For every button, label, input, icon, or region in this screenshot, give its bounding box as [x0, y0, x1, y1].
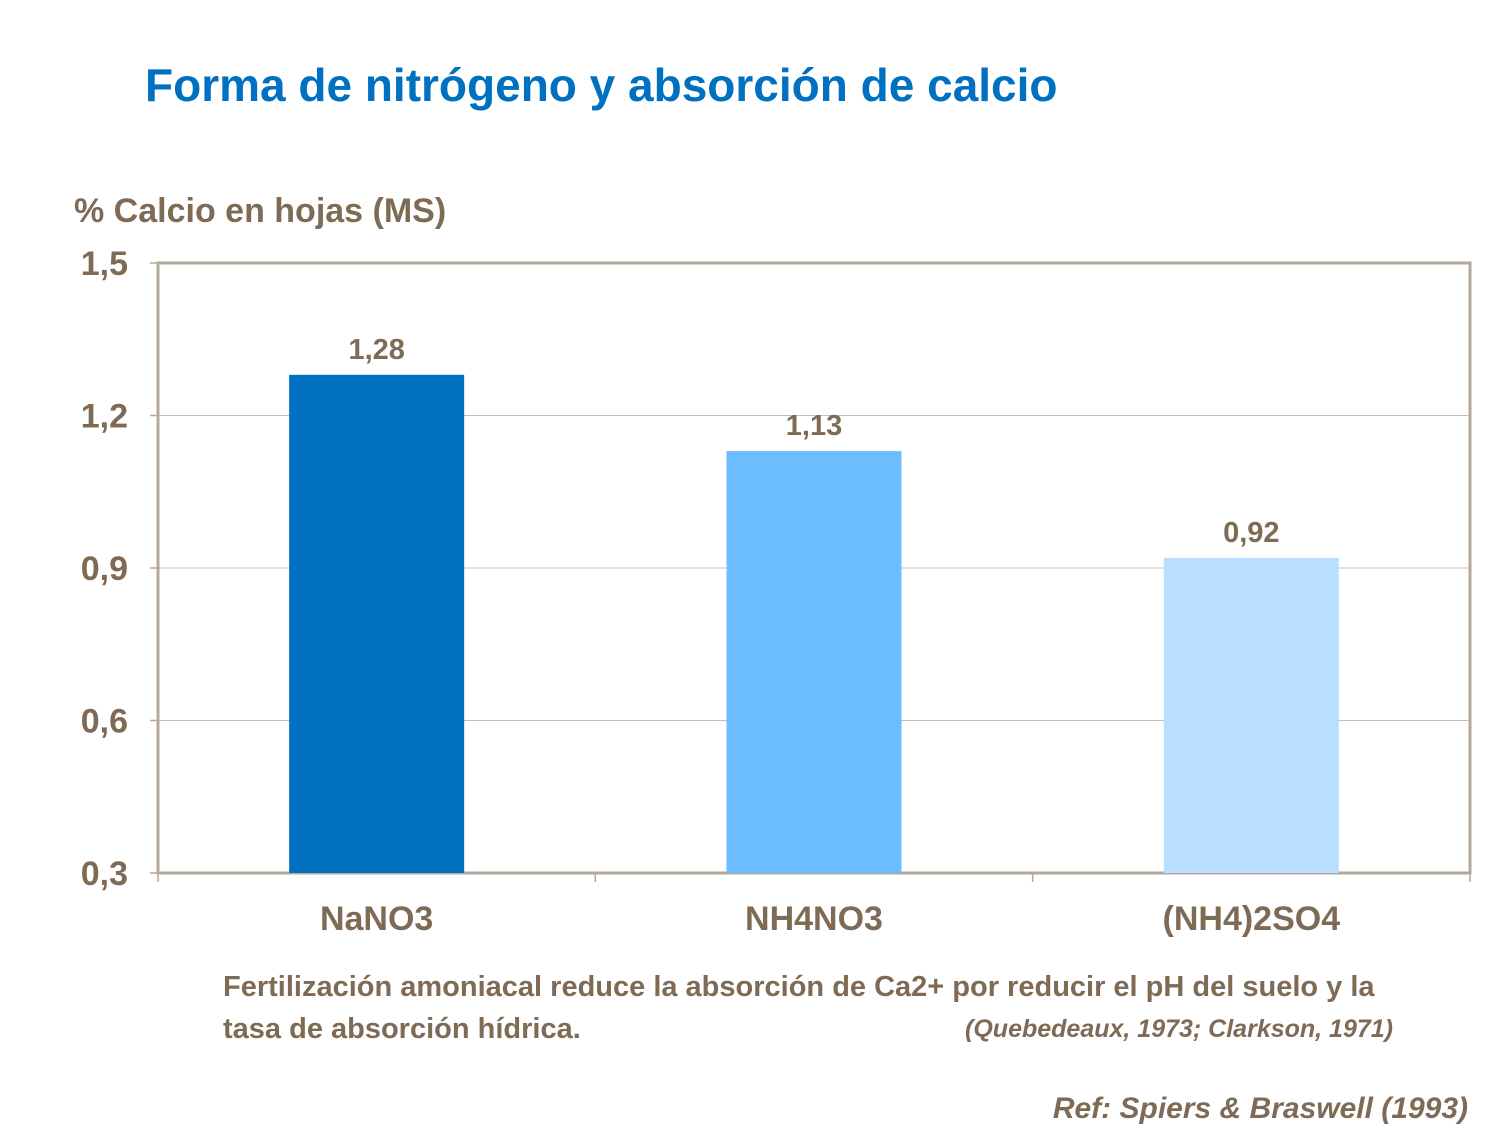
data-label: 1,13: [786, 410, 842, 442]
reference: Ref: Spiers & Braswell (1993): [1052, 1092, 1468, 1125]
bar: [289, 374, 465, 873]
y-tick-label: 1,2: [81, 398, 128, 436]
y-tick-label: 0,3: [81, 855, 128, 893]
bar: [1163, 557, 1339, 873]
slide-title: Forma de nitrógeno y absorción de calcio: [145, 59, 1058, 111]
y-tick-label: 0,6: [81, 703, 128, 741]
y-tick-label: 1,5: [81, 245, 128, 283]
note-text: Fertilización amoniacal reduce la absorc…: [223, 971, 1375, 1045]
data-label: 0,92: [1223, 517, 1279, 549]
y-tick-label: 0,9: [81, 550, 128, 588]
data-label: 1,28: [348, 334, 404, 366]
y-axis-label: % Calcio en hojas (MS): [74, 192, 447, 230]
bar-chart: 0,3 0,6 0,9 1,2 1,5 1,28 NaNO3 1,13 NH4NO3 0,92 (N…: [81, 245, 1472, 938]
x-tick-label: NaNO3: [320, 900, 433, 938]
x-tick-label: (NH4)2SO4: [1163, 900, 1341, 938]
note-citation: (Quebedeaux, 1973; Clarkson, 1971): [965, 1015, 1393, 1043]
x-tick-label: NH4NO3: [745, 900, 883, 938]
chart-note: Fertilización amoniacal reduce la absorc…: [223, 966, 1393, 1050]
bar: [726, 451, 902, 873]
